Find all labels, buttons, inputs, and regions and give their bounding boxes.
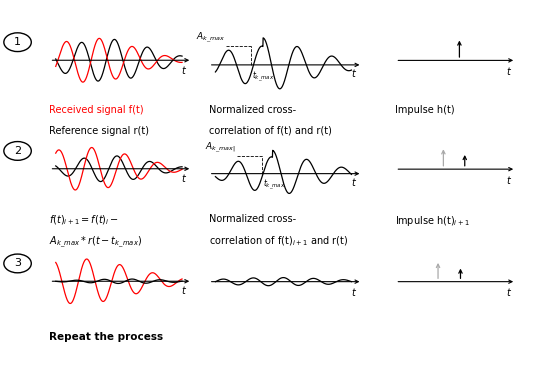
Text: $t_{k\_max}$: $t_{k\_max}$ — [263, 178, 285, 192]
Text: Impulse h(t)$_{i+1}$: Impulse h(t)$_{i+1}$ — [395, 214, 470, 228]
Text: $f(t)_{i+1}=f(t)_i-$: $f(t)_{i+1}=f(t)_i-$ — [49, 214, 120, 227]
Text: t: t — [507, 176, 511, 186]
Text: t: t — [181, 174, 185, 184]
Text: t: t — [351, 69, 355, 79]
Text: t: t — [181, 286, 185, 297]
Text: Received signal f(t): Received signal f(t) — [49, 105, 144, 115]
Text: t: t — [507, 67, 511, 77]
Text: t: t — [351, 288, 355, 298]
Text: $A_{k\_max}$: $A_{k\_max}$ — [195, 30, 225, 45]
Text: Normalized cross-: Normalized cross- — [209, 214, 296, 224]
Text: $A_{k\_max|}$: $A_{k\_max|}$ — [205, 141, 236, 155]
Text: Repeat the process: Repeat the process — [49, 332, 164, 342]
Text: 1: 1 — [14, 37, 21, 47]
Text: t: t — [507, 288, 511, 298]
Text: Impulse h(t): Impulse h(t) — [395, 105, 455, 115]
Text: $A_{k\_max}*r(t-t_{k\_max})$: $A_{k\_max}*r(t-t_{k\_max})$ — [49, 234, 143, 250]
Text: Normalized cross-: Normalized cross- — [209, 105, 296, 115]
Text: correlation of f(t)$_{i+1}$ and r(t): correlation of f(t)$_{i+1}$ and r(t) — [209, 234, 348, 248]
Text: t: t — [181, 66, 185, 76]
Text: correlation of f(t) and r(t): correlation of f(t) and r(t) — [209, 126, 332, 136]
Text: 2: 2 — [14, 146, 21, 156]
Text: t: t — [351, 178, 355, 188]
Text: $t_{k\_max}$: $t_{k\_max}$ — [252, 69, 274, 84]
Text: Reference signal r(t): Reference signal r(t) — [49, 126, 149, 136]
Text: 3: 3 — [14, 258, 21, 268]
